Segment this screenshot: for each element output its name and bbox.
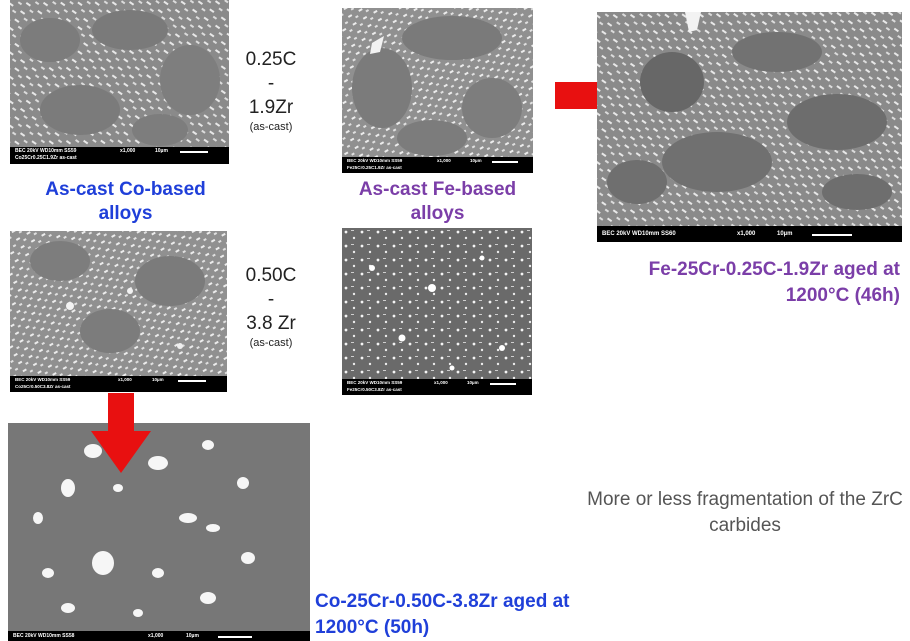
micrograph-magnification: x1,000 bbox=[120, 148, 136, 154]
label-fe-ascast: As-cast Fe-based alloys bbox=[358, 179, 517, 224]
scale-bar bbox=[180, 151, 208, 153]
fragmentation-note: More or less fragmentation of the ZrC ca… bbox=[587, 489, 903, 536]
micrograph-info-bar: BEC 20kV WD10mm SS59 Fe25Cr0.25C1.9Zr as… bbox=[342, 157, 533, 173]
composition-025c-19zr: 0.25C - 1.9Zr (as-cast) bbox=[236, 48, 306, 134]
micrograph-texture bbox=[597, 12, 902, 242]
micrograph-co-025c-ascast: BEC 20kV WD10mm SS59 Co25Cr0.25C1.9Zr as… bbox=[10, 0, 229, 164]
label-co-ascast: As-cast Co-based alloys bbox=[45, 179, 206, 224]
scale-bar bbox=[178, 380, 206, 382]
micrograph-texture bbox=[10, 0, 229, 164]
separator: - bbox=[267, 73, 275, 94]
carbon-content: 0.50C bbox=[245, 265, 297, 286]
micrograph-texture bbox=[8, 423, 310, 641]
carbon-content: 0.25C bbox=[245, 49, 297, 70]
separator: - bbox=[267, 289, 275, 310]
micrograph-magnification: x1,000 bbox=[737, 231, 756, 237]
label-fe-aged: Fe-25Cr-0.25C-1.9Zr aged at 1200°C (46h) bbox=[648, 259, 900, 306]
micrograph-fe-aged: BEC 20kV WD10mm SS60 x1,000 10µm bbox=[597, 12, 902, 242]
micrograph-sample-id: Fe25Cr0.25C1.9Zr as-cast bbox=[347, 165, 402, 170]
micrograph-magnification: x1,000 bbox=[148, 633, 164, 639]
micrograph-scale-label: 10µm bbox=[152, 377, 164, 382]
micrograph-texture bbox=[342, 228, 532, 395]
zirconium-content: 1.9Zr bbox=[248, 97, 294, 118]
state-label: (as-cast) bbox=[249, 121, 293, 133]
micrograph-scale-label: 10µm bbox=[777, 231, 793, 237]
micrograph-scale-label: 10µm bbox=[470, 158, 482, 163]
micrograph-conditions: BEC 20kV WD10mm SS59 bbox=[347, 158, 403, 163]
micrograph-conditions: BEC 20kV WD10mm SS58 bbox=[13, 633, 75, 639]
micrograph-texture bbox=[10, 231, 227, 392]
micrograph-conditions: BEC 20kV WD10mm SS60 bbox=[602, 231, 676, 237]
micrograph-conditions: BEC 20kV WD10mm SS59 bbox=[15, 377, 71, 382]
micrograph-conditions: BEC 20kV WD10mm SS59 bbox=[15, 148, 77, 154]
micrograph-scale-label: 10µm bbox=[186, 633, 199, 639]
scale-bar bbox=[812, 234, 852, 236]
micrograph-scale-label: 10µm bbox=[467, 380, 479, 385]
micrograph-info-bar: BEC 20kV WD10mm SS59 Co25Cr0.50C3.8Zr as… bbox=[10, 376, 227, 392]
micrograph-sample-id: Co25Cr0.25C1.9Zr as-cast bbox=[15, 155, 77, 161]
scale-bar bbox=[218, 636, 252, 638]
composition-050c-38zr: 0.50C - 3.8 Zr (as-cast) bbox=[236, 264, 306, 350]
micrograph-magnification: x1,000 bbox=[434, 380, 448, 385]
micrograph-magnification: x1,000 bbox=[118, 377, 132, 382]
zirconium-content: 3.8 Zr bbox=[246, 313, 296, 334]
micrograph-co-aged: BEC 20kV WD10mm SS58 x1,000 10µm bbox=[8, 423, 310, 641]
micrograph-fe-050c-ascast: BEC 20kV WD10mm SS59 Fe25Cr0.50C3.8Zr as… bbox=[342, 228, 532, 395]
micrograph-info-bar: BEC 20kV WD10mm SS60 x1,000 10µm bbox=[597, 226, 902, 242]
micrograph-info-bar: BEC 20kV WD10mm SS59 Co25Cr0.25C1.9Zr as… bbox=[10, 147, 229, 164]
micrograph-info-bar: BEC 20kV WD10mm SS58 x1,000 10µm bbox=[8, 631, 310, 641]
micrograph-conditions: BEC 20kV WD10mm SS59 bbox=[347, 380, 403, 385]
micrograph-magnification: x1,000 bbox=[437, 158, 451, 163]
aging-arrow-down bbox=[91, 393, 151, 473]
scale-bar bbox=[492, 161, 518, 163]
label-co-aged: Co-25Cr-0.50C-3.8Zr aged at 1200°C (50h) bbox=[315, 591, 570, 638]
state-label: (as-cast) bbox=[249, 337, 293, 349]
scale-bar bbox=[490, 383, 516, 385]
micrograph-sample-id: Co25Cr0.50C3.8Zr as-cast bbox=[15, 384, 71, 389]
micrograph-info-bar: BEC 20kV WD10mm SS59 Fe25Cr0.50C3.8Zr as… bbox=[342, 379, 532, 395]
micrograph-fe-025c-ascast: BEC 20kV WD10mm SS59 Fe25Cr0.25C1.9Zr as… bbox=[342, 8, 533, 173]
micrograph-sample-id: Fe25Cr0.50C3.8Zr as-cast bbox=[347, 387, 402, 392]
micrograph-co-050c-ascast: BEC 20kV WD10mm SS59 Co25Cr0.50C3.8Zr as… bbox=[10, 231, 227, 392]
micrograph-scale-label: 10µm bbox=[155, 148, 168, 154]
micrograph-texture bbox=[342, 8, 533, 173]
